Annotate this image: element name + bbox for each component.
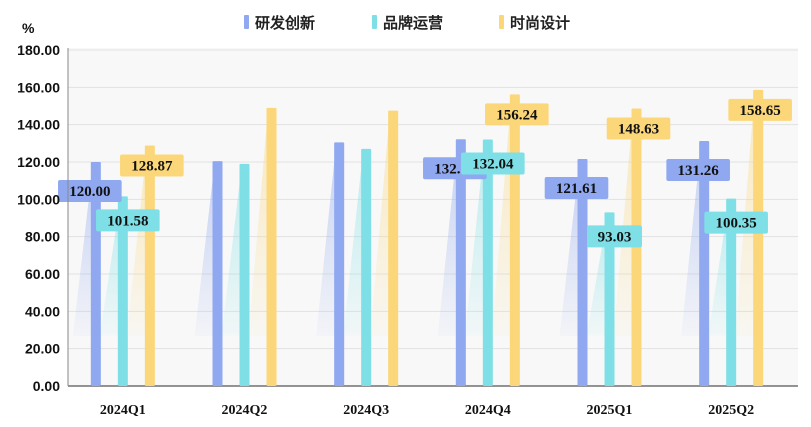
- data-label-box: [544, 176, 609, 199]
- data-label-box: [728, 98, 792, 121]
- bar-2024Q2-2: [266, 107, 277, 386]
- plot-background: [68, 48, 798, 386]
- data-label: 132.04: [472, 157, 514, 173]
- data-label: 120.00: [69, 184, 110, 200]
- y-tick-label: 0.00: [33, 378, 60, 394]
- y-tick-label: 60.00: [25, 266, 60, 282]
- data-label-box: [666, 158, 730, 181]
- bar-2024Q3-1: [361, 148, 372, 386]
- bar-shadow: [221, 183, 245, 336]
- y-tick-label: 180.00: [17, 42, 60, 58]
- y-tick-label: 160.00: [17, 79, 60, 95]
- data-label: 121.61: [556, 181, 597, 197]
- bar-shadow: [316, 162, 340, 336]
- bar-shadow: [437, 159, 461, 336]
- x-tick-label: 2025Q1: [587, 403, 633, 418]
- y-tick-label: 20.00: [25, 341, 60, 357]
- legend-label: 品牌运营: [383, 14, 443, 32]
- bar-shadow: [464, 159, 488, 336]
- legend-label: 时尚设计: [510, 14, 570, 32]
- legend-swatch: [499, 15, 504, 29]
- data-label: 158.65: [740, 103, 781, 119]
- bar-2024Q3-0: [334, 142, 345, 386]
- bar-2024Q4-2: [509, 94, 520, 387]
- bar-shadow: [194, 181, 218, 336]
- y-tick-label: 100.00: [17, 191, 60, 207]
- bar-shadow: [370, 130, 394, 336]
- data-label: 93.03: [598, 229, 632, 245]
- bar-2025Q2-1: [726, 198, 737, 386]
- data-label: 148.63: [618, 122, 659, 138]
- bar-shadow: [708, 218, 732, 336]
- data-label-box: [58, 180, 122, 202]
- axes: 0.00 20.00 40.00 60.00 80.00 100.00 120.00 140.…: [17, 42, 754, 418]
- x-tick-label: 2024Q1: [100, 403, 146, 418]
- y-tick-label: 40.00: [25, 303, 60, 319]
- y-unit-label: %: [22, 20, 35, 36]
- data-label: 100.35: [716, 216, 757, 232]
- data-label: 131.26: [678, 163, 720, 179]
- data-label-box: [96, 209, 160, 232]
- bar-shadow: [559, 178, 583, 336]
- x-tick-label: 2024Q3: [343, 403, 389, 418]
- bar-2024Q2-1: [239, 163, 250, 386]
- bar-2024Q4-1: [482, 139, 493, 386]
- bar-2025Q1-0: [577, 158, 588, 386]
- bar-shadow: [248, 127, 272, 336]
- data-label-box: [120, 154, 184, 177]
- x-tick-label: 2025Q2: [708, 403, 754, 418]
- data-label-box: [461, 152, 525, 175]
- legend-swatch: [372, 15, 377, 29]
- bar-2024Q1-1: [117, 196, 128, 386]
- data-label-box: [587, 225, 642, 248]
- bar-shadow: [126, 165, 150, 336]
- bar-shadow: [586, 232, 610, 336]
- bar-shadow: [681, 160, 705, 336]
- data-label-box: [485, 103, 549, 126]
- data-label-box: [704, 211, 768, 234]
- bar-2025Q1-1: [604, 212, 615, 386]
- bar-shadow: [72, 182, 96, 336]
- y-tick-label: 120.00: [17, 154, 60, 170]
- data-label: 156.24: [496, 107, 538, 123]
- x-tick-label: 2024Q2: [222, 403, 268, 418]
- data-label: 128.87: [131, 158, 173, 174]
- bar-2024Q2-0: [212, 161, 223, 386]
- data-label: 101.58: [107, 213, 148, 229]
- bar-shadow: [99, 216, 123, 336]
- y-tick-label: 80.00: [25, 229, 60, 245]
- bar-shadow: [343, 168, 367, 336]
- bar-2025Q2-0: [699, 140, 710, 386]
- legend-swatch: [244, 15, 249, 29]
- bar-2025Q2-2: [753, 89, 764, 386]
- bar-2024Q1-2: [144, 145, 155, 386]
- bar-2024Q3-2: [388, 110, 399, 387]
- legend: 研发创新 品牌运营 时尚设计: [244, 14, 570, 32]
- bars: [72, 89, 764, 387]
- bar-2024Q4-0: [455, 139, 466, 386]
- legend-label: 研发创新: [255, 14, 315, 32]
- data-label-box: [606, 117, 671, 140]
- y-tick-label: 140.00: [17, 117, 60, 133]
- x-tick-label: 2024Q4: [465, 403, 511, 418]
